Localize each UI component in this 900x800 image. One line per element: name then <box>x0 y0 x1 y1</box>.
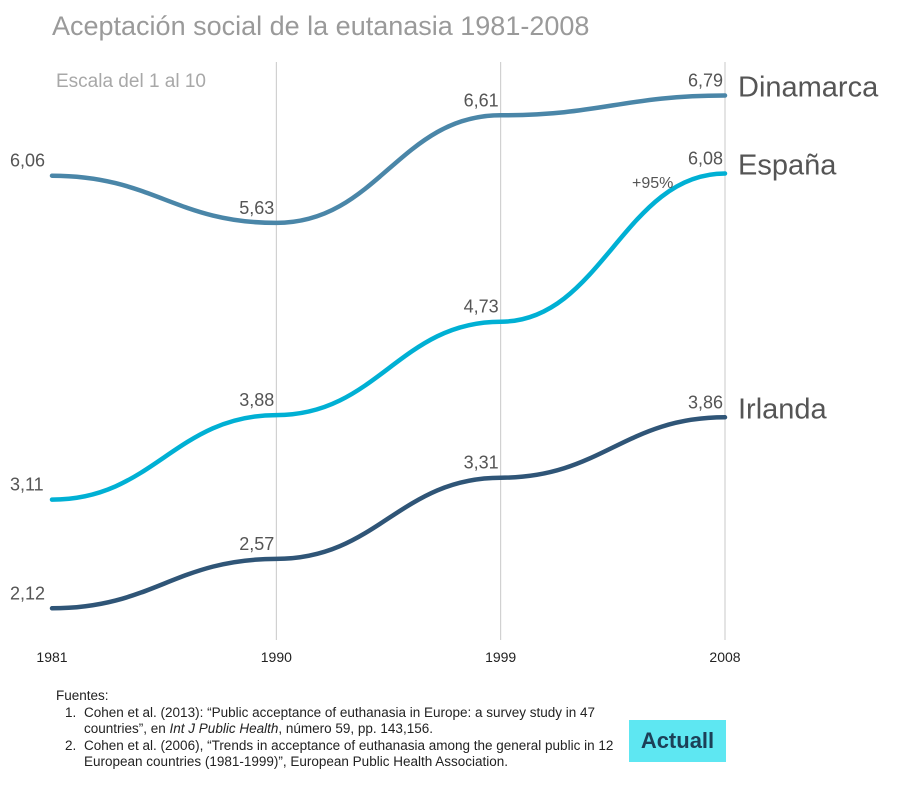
series-line <box>49 171 728 502</box>
data-label: 6,61 <box>464 90 499 110</box>
series-name-label: Irlanda <box>738 393 828 425</box>
x-axis-ticks: 1981 1990 1999 2008 <box>36 649 740 665</box>
data-label: 3,11 <box>10 475 44 495</box>
sources-note: Fuentes: Cohen et al. (2013): “Public ac… <box>56 688 616 771</box>
data-label: 2,57 <box>239 534 274 554</box>
chart-title: Aceptación social de la eutanasia 1981-2… <box>52 11 589 41</box>
x-tick-label: 2008 <box>709 649 740 665</box>
data-label: 3,86 <box>688 392 723 412</box>
source-item-2: Cohen et al. (2006), “Trends in acceptan… <box>80 738 616 771</box>
data-label: 2,12 <box>10 583 45 603</box>
series-line <box>49 93 728 226</box>
data-label: 6,79 <box>688 71 723 91</box>
data-label: 3,88 <box>239 390 274 410</box>
x-tick-label: 1999 <box>485 649 516 665</box>
sources-list: Cohen et al. (2013): “Public acceptance … <box>56 705 616 771</box>
series-lines <box>49 93 728 611</box>
x-tick-label: 1990 <box>261 649 292 665</box>
growth-annotation: +95% <box>632 175 673 192</box>
series-line <box>49 415 728 611</box>
data-labels: 6,06 5,63 6,61 6,79 Dinamarca 3,11 3,88 4,73 6,0… <box>10 71 879 604</box>
line-chart: Aceptación social de la eutanasia 1981-2… <box>10 11 879 665</box>
sources-heading: Fuentes: <box>56 688 109 703</box>
source-item-1: Cohen et al. (2013): “Public acceptance … <box>80 705 616 738</box>
data-label: 4,73 <box>464 297 499 317</box>
gridlines <box>275 62 726 640</box>
actuall-logo: Actuall <box>629 720 726 762</box>
data-label: 6,08 <box>688 148 723 168</box>
series-name-label: Dinamarca <box>738 72 879 104</box>
data-label: 5,63 <box>239 198 274 218</box>
x-tick-label: 1981 <box>36 649 67 665</box>
data-label: 6,06 <box>10 151 45 171</box>
data-label: 3,31 <box>464 453 499 473</box>
chart-subtitle: Escala del 1 al 10 <box>56 71 206 92</box>
series-name-label: España <box>738 149 837 181</box>
